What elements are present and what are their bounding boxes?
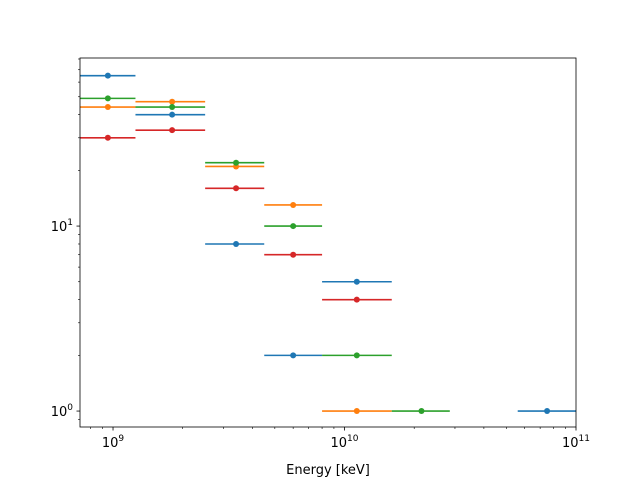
tick-labels: 109 1010 1011 100 101 <box>51 218 590 451</box>
major-ticks <box>76 225 577 431</box>
y-tick-label: 100 <box>51 403 74 420</box>
data-point <box>353 296 360 303</box>
series-2 <box>80 98 392 415</box>
data-point <box>169 111 176 118</box>
data-point <box>233 240 240 247</box>
data-point <box>418 408 425 415</box>
data-point <box>233 159 240 166</box>
data-point <box>353 352 360 359</box>
data-point <box>290 223 297 230</box>
series-1 <box>80 72 576 415</box>
data-point <box>104 72 111 79</box>
data-point <box>169 98 176 105</box>
data-point <box>290 251 297 258</box>
series-3 <box>80 95 450 415</box>
data-marks <box>80 72 576 415</box>
data-point <box>104 134 111 141</box>
plot-frame <box>79 57 577 428</box>
data-point <box>353 408 360 415</box>
data-point <box>104 104 111 111</box>
data-point <box>544 408 551 415</box>
y-tick-label: 101 <box>51 218 73 235</box>
series-4 <box>80 127 392 303</box>
data-point <box>169 104 176 111</box>
plot-area <box>80 58 576 427</box>
x-axis-label: Energy [keV] <box>286 463 370 478</box>
data-point <box>290 352 297 359</box>
data-point <box>233 185 240 192</box>
x-tick-label: 1010 <box>331 434 359 451</box>
data-point <box>104 95 111 102</box>
data-point <box>353 278 360 285</box>
data-point <box>169 127 176 134</box>
x-tick-label: 1011 <box>562 434 590 451</box>
data-point <box>290 201 297 208</box>
x-tick-label: 109 <box>102 434 125 451</box>
